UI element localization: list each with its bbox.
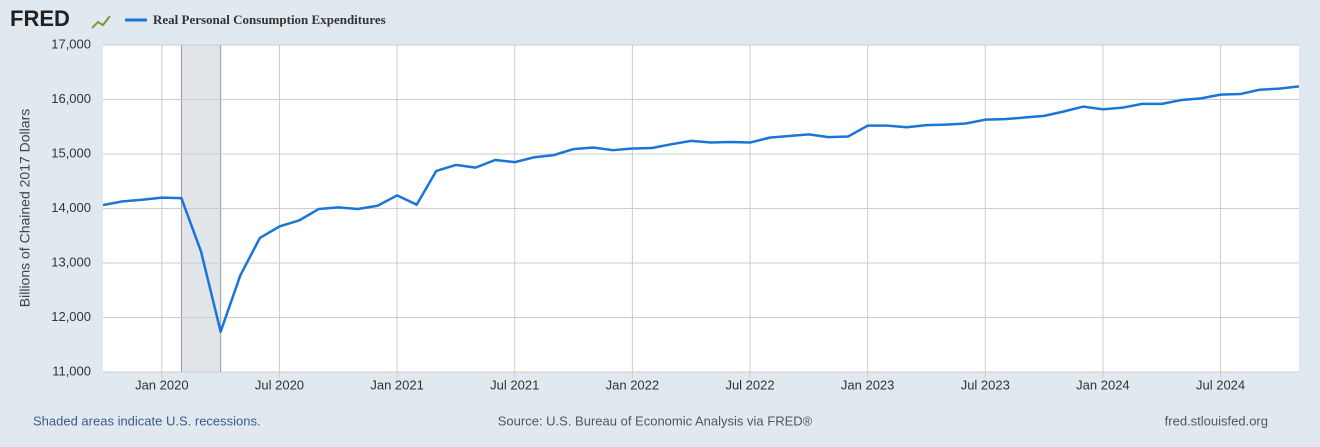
x-tick-label: Jan 2023 (841, 377, 895, 392)
y-tick-label: 17,000 (51, 36, 91, 51)
source: Source: U.S. Bureau of Economic Analysis… (498, 413, 813, 428)
y-tick-label: 14,000 (51, 200, 91, 215)
x-tick-label: Jul 2023 (961, 377, 1010, 392)
x-tick-label: Jan 2020 (135, 377, 189, 392)
y-tick-label: 13,000 (51, 254, 91, 269)
logo-icon (91, 15, 111, 29)
x-tick-label: Jan 2022 (606, 377, 660, 392)
recession-note: Shaded areas indicate U.S. recessions. (33, 413, 261, 428)
url: fred.stlouisfed.org (1165, 413, 1268, 428)
y-tick-label: 12,000 (51, 309, 91, 324)
x-tick-label: Jul 2021 (490, 377, 539, 392)
x-tick-label: Jul 2024 (1196, 377, 1245, 392)
data-line (102, 85, 1300, 333)
x-tick-label: Jan 2021 (370, 377, 424, 392)
legend-label: Real Personal Consumption Expenditures (153, 12, 386, 27)
y-tick-label: 16,000 (51, 91, 91, 106)
x-tick-label: Jul 2022 (725, 377, 774, 392)
x-tick-label: Jul 2020 (255, 377, 304, 392)
y-tick-label: 11,000 (52, 363, 91, 378)
x-tick-label: Jan 2024 (1076, 377, 1130, 392)
y-axis-label: Billions of Chained 2017 Dollars (17, 109, 33, 307)
y-tick-label: 15,000 (51, 145, 91, 160)
logo: FRED (10, 6, 70, 31)
